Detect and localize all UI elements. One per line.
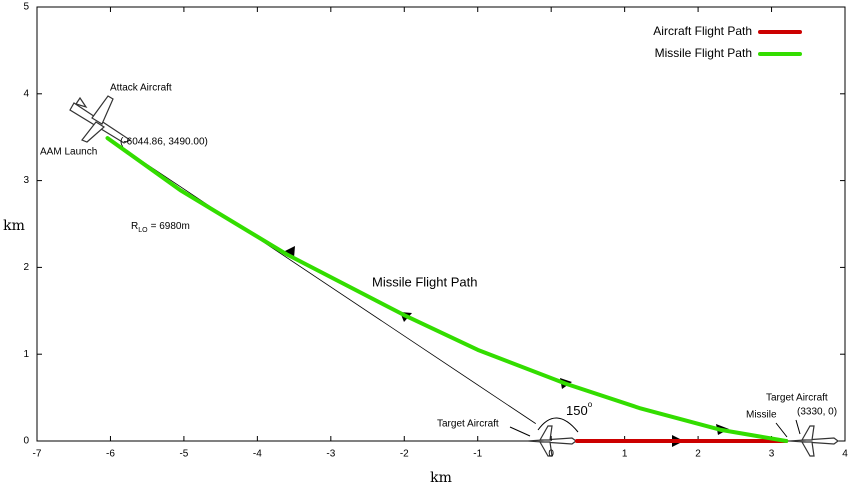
annotation: AAM Launch	[40, 147, 97, 158]
annotation: (-6044.86, 3490.00)	[120, 137, 208, 148]
annotation: Missile Flight Path	[372, 274, 477, 289]
attack-aircraft-icon	[69, 95, 132, 144]
x-tick-label: 4	[842, 449, 848, 460]
range-line	[107, 137, 536, 424]
x-axis-label: km	[430, 470, 452, 486]
range-symbol: R	[131, 221, 138, 232]
range-label: RLO = 6980m	[131, 221, 190, 234]
x-tick-label: -1	[473, 449, 482, 460]
y-tick-label: 4	[23, 88, 29, 99]
x-tick-label: -4	[253, 449, 262, 460]
annotation: (3330, 0)	[797, 407, 837, 418]
legend-label: Missile Flight Path	[655, 46, 752, 60]
angle-label: 150o	[566, 400, 593, 418]
legend-label: Aircraft Flight Path	[653, 24, 752, 38]
angle-arc	[537, 417, 579, 433]
x-tick-label: -6	[106, 449, 115, 460]
target-aircraft-icon	[789, 425, 839, 457]
leader-line	[509, 419, 801, 438]
annotation: Attack Aircraft	[110, 83, 172, 94]
plot-frame	[36, 6, 846, 442]
y-axis-label: km	[3, 218, 25, 234]
y-tick-label: 2	[23, 262, 29, 273]
y-tick-label: 3	[23, 175, 29, 186]
x-tick-label: -3	[326, 449, 335, 460]
y-tick-label: 5	[23, 2, 29, 13]
angle-degree: o	[588, 400, 593, 409]
direction-arrow	[283, 246, 729, 447]
x-tick-label: -2	[400, 449, 409, 460]
annotation: Target Aircraft	[437, 419, 499, 430]
x-tick-label: 1	[622, 449, 628, 460]
annotation: Target Aircraft	[766, 393, 828, 404]
y-tick-label: 1	[23, 349, 29, 360]
range-subscript: LO	[138, 227, 148, 234]
x-tick-label: 0	[548, 449, 554, 460]
x-tick-label: -5	[179, 449, 188, 460]
x-tick-label: -7	[33, 449, 42, 460]
flight-path	[105, 136, 789, 443]
y-tick-label: 0	[23, 436, 29, 447]
range-value: = 6980m	[151, 221, 190, 232]
x-tick-label: 2	[695, 449, 701, 460]
annotation: Missile	[746, 410, 777, 421]
x-tick-label: 3	[769, 449, 775, 460]
angle-value: 150	[566, 403, 588, 418]
